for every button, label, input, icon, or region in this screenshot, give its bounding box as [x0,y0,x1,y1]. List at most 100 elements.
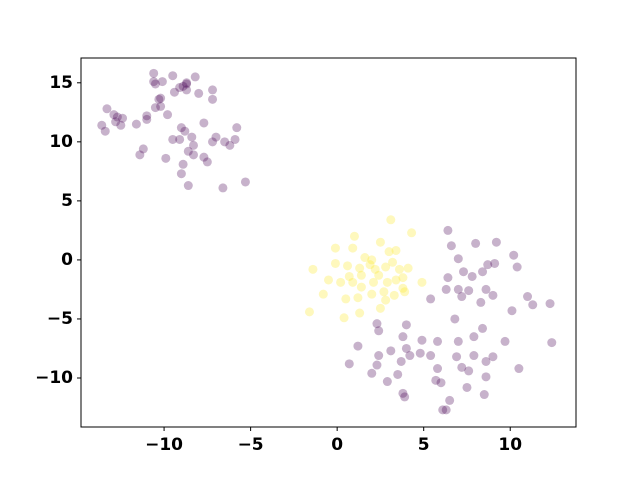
scatter-point [369,277,378,287]
scatter-point [149,77,159,87]
scatter-point [441,284,451,294]
scatter-point [514,364,524,374]
x-tick-label: 5 [418,435,430,455]
scatter-point [381,262,391,272]
scatter-point [111,117,121,127]
scatter-point [102,104,112,114]
scatter-point [375,303,385,313]
x-tick-label: −5 [238,435,264,455]
scatter-point [443,273,453,283]
y-tick-label: 5 [61,191,73,211]
scatter-point [194,88,204,98]
scatter-point [500,336,510,346]
scatter-point [453,336,463,346]
scatter-point [163,110,173,120]
scatter-point [199,152,209,162]
scatter-point [341,294,351,304]
scatter-point [199,118,209,128]
scatter-point [374,270,384,280]
scatter-point [481,356,491,366]
scatter-point [507,306,517,316]
scatter-point [398,283,408,293]
scatter-point [154,94,164,104]
scatter-point [182,79,192,89]
scatter-point [339,313,349,323]
scatter-point [149,68,159,78]
scatter-point [401,343,411,353]
scatter-point [386,346,396,356]
scatter-point [180,126,190,136]
scatter-point [391,275,401,285]
scatter-point [372,319,382,329]
scatter-point [356,282,366,292]
scatter-point [190,72,200,82]
scatter-point [469,332,479,342]
scatter-point [343,261,353,271]
scatter-point [483,260,493,270]
scatter-point [441,405,451,415]
scatter-point [512,262,522,272]
scatter-point [168,134,178,144]
scatter-point [208,85,218,95]
scatter-point [415,348,425,358]
scatter-point [349,231,359,241]
scatter-point [367,255,377,265]
scatter-point [355,308,365,318]
scatter-point [156,93,166,103]
scatter-point [443,225,453,235]
scatter-point [176,169,186,179]
scatter-point [417,335,427,345]
scatter-point [386,215,396,225]
scatter-point [135,150,145,160]
scatter-point [438,405,448,415]
scatter-point [389,290,399,300]
scatter-point [348,277,358,287]
plot-frame [80,57,577,428]
scatter-point [367,368,377,378]
scatter-point [178,159,188,169]
scatter-point [230,134,240,144]
scatter-point [382,377,392,387]
scatter-point [150,79,160,89]
scatter-point [491,237,501,247]
scatter-point [232,123,242,133]
scatter-point [488,352,498,362]
scatter-point [393,369,403,379]
scatter-point [344,359,354,369]
scatter-point [118,113,128,123]
scatter-point [156,101,166,111]
x-tick-label: 10 [498,435,522,455]
scatter-point [398,388,408,398]
scatter-point [407,228,417,238]
scatter-point [183,146,193,156]
scatter-point [374,351,384,361]
scatter-point [211,132,221,142]
scatter-point [308,264,318,274]
scatter-point [189,140,198,150]
scatter-point [169,87,179,97]
scatter-point [116,120,126,130]
scatter-point [220,137,230,147]
scatter-point [202,157,212,167]
scatter-point [464,366,474,376]
scatter-point [509,250,519,260]
scatter-point [433,336,443,346]
scatter-point [431,375,441,385]
scatter-point [398,273,408,283]
scatter-point [182,85,192,95]
scatter-point [176,123,186,133]
scatter-point [344,271,354,281]
scatter-point [187,132,197,142]
scatter-point [240,177,250,187]
scatter-point [379,287,389,297]
scatter-point [367,289,377,299]
scatter-point [131,119,141,129]
scatter-point [175,134,185,144]
scatter-point [457,292,467,302]
scatter-point [446,241,456,251]
scatter-point [374,326,384,336]
scatter-point [545,299,555,309]
scatter-point [218,183,228,193]
scatter-point [382,277,392,287]
